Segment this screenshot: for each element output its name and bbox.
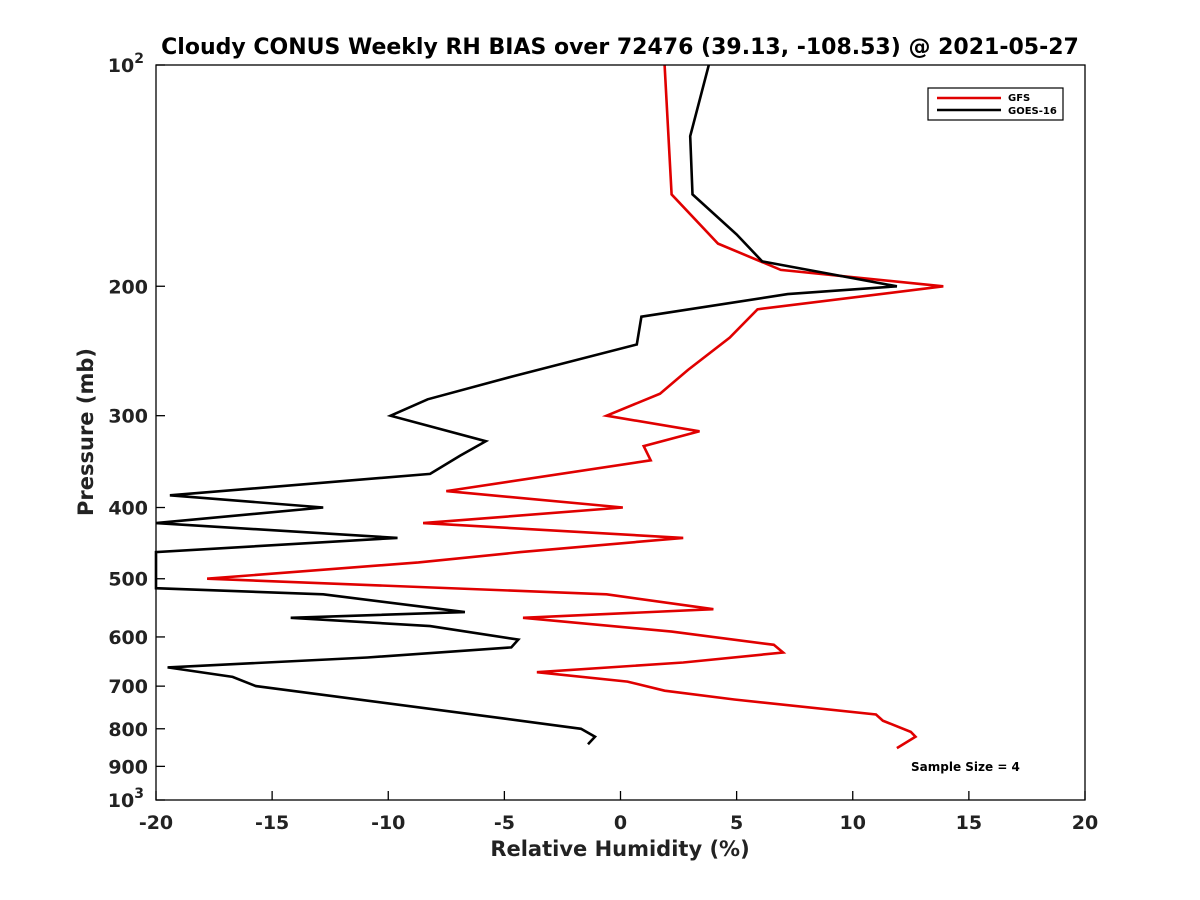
x-tick-label: 20: [1072, 812, 1098, 834]
x-axis-label: Relative Humidity (%): [490, 837, 749, 861]
legend-goes-label: GOES-16: [1008, 106, 1057, 117]
y-tick-label: 900: [108, 756, 148, 778]
x-tick-label: 10: [840, 812, 866, 834]
y-tick-label: 102: [108, 51, 144, 77]
y-tick-label: 400: [108, 498, 148, 520]
x-axis-ticks: -20 -15 -10 -5 0 5 10 15 20: [139, 791, 1098, 834]
x-tick-label: 15: [956, 812, 982, 834]
y-tick-exponent: 3: [134, 786, 144, 802]
y-tick-label: 500: [108, 569, 148, 591]
plot-lines: [154, 64, 944, 750]
y-tick-exponent: 2: [134, 51, 144, 67]
y-tick-label: 700: [108, 676, 148, 698]
y-tick-label: 300: [108, 406, 148, 428]
y-tick-label: 103: [108, 786, 144, 812]
series-line-goes-16: [154, 64, 898, 746]
legend: GFS GOES-16: [927, 87, 1064, 121]
y-tick-label: 200: [108, 276, 148, 298]
y-tick-label: 600: [108, 627, 148, 649]
chart-title: Cloudy CONUS Weekly RH BIAS over 72476 (…: [161, 35, 1079, 60]
x-tick-label: -10: [371, 812, 405, 834]
legend-box: [927, 87, 1064, 121]
y-tick-base: 10: [108, 55, 134, 77]
x-tick-label: -15: [255, 812, 289, 834]
y-tick-label: 800: [108, 719, 148, 741]
series-line-gfs: [207, 64, 944, 750]
x-tick-label: 0: [614, 812, 627, 834]
x-tick-label: 5: [730, 812, 743, 834]
y-axis-label: Pressure (mb): [74, 348, 98, 516]
y-tick-base: 10: [108, 790, 134, 812]
axes-box: [155, 64, 1086, 801]
sample-size-annotation: Sample Size = 4: [911, 760, 1020, 774]
x-tick-label: -20: [139, 812, 173, 834]
legend-gfs-label: GFS: [1008, 93, 1030, 104]
x-tick-label: -5: [494, 812, 515, 834]
